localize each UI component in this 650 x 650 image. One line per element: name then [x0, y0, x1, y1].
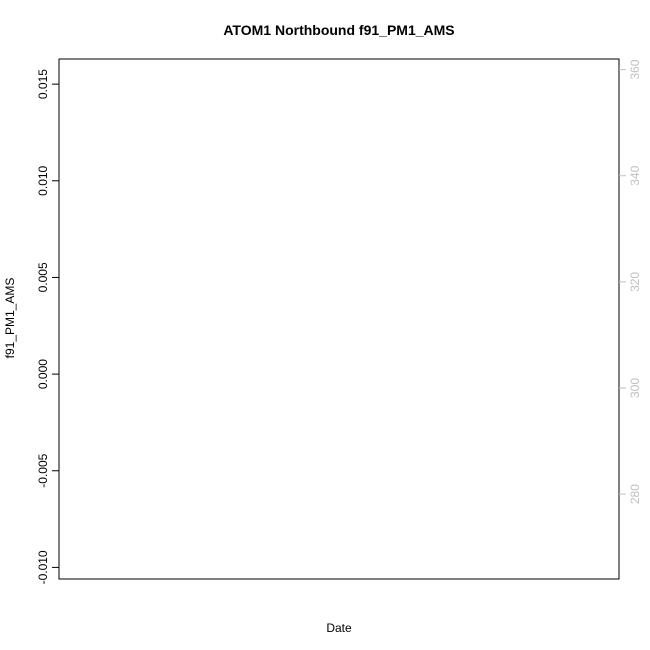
y-tick-label: 0.000 [36, 359, 50, 389]
y2-tick-label: 320 [628, 272, 642, 292]
y-tick-label: 0.005 [36, 262, 50, 292]
y2-tick-label: 360 [628, 59, 642, 79]
y2-tick-label: 300 [628, 378, 642, 398]
y2-tick-label: 340 [628, 165, 642, 185]
y-tick-label: 0.010 [36, 165, 50, 195]
y-axis-right: 280 300 320 340 360 [619, 59, 642, 504]
x-axis-label: Date [326, 621, 352, 635]
y-tick-label: -0.010 [36, 550, 50, 584]
y-tick-label: -0.005 [36, 453, 50, 487]
y-axis-left: -0.010 -0.005 0.000 0.005 0.010 0.015 [36, 69, 59, 584]
chart-title: ATOM1 Northbound f91_PM1_AMS [223, 22, 454, 38]
y2-tick-label: 280 [628, 484, 642, 504]
y-tick-label: 0.015 [36, 69, 50, 99]
plot-frame [58, 58, 620, 580]
y-axis-label: f91_PM1_AMS [3, 278, 17, 359]
